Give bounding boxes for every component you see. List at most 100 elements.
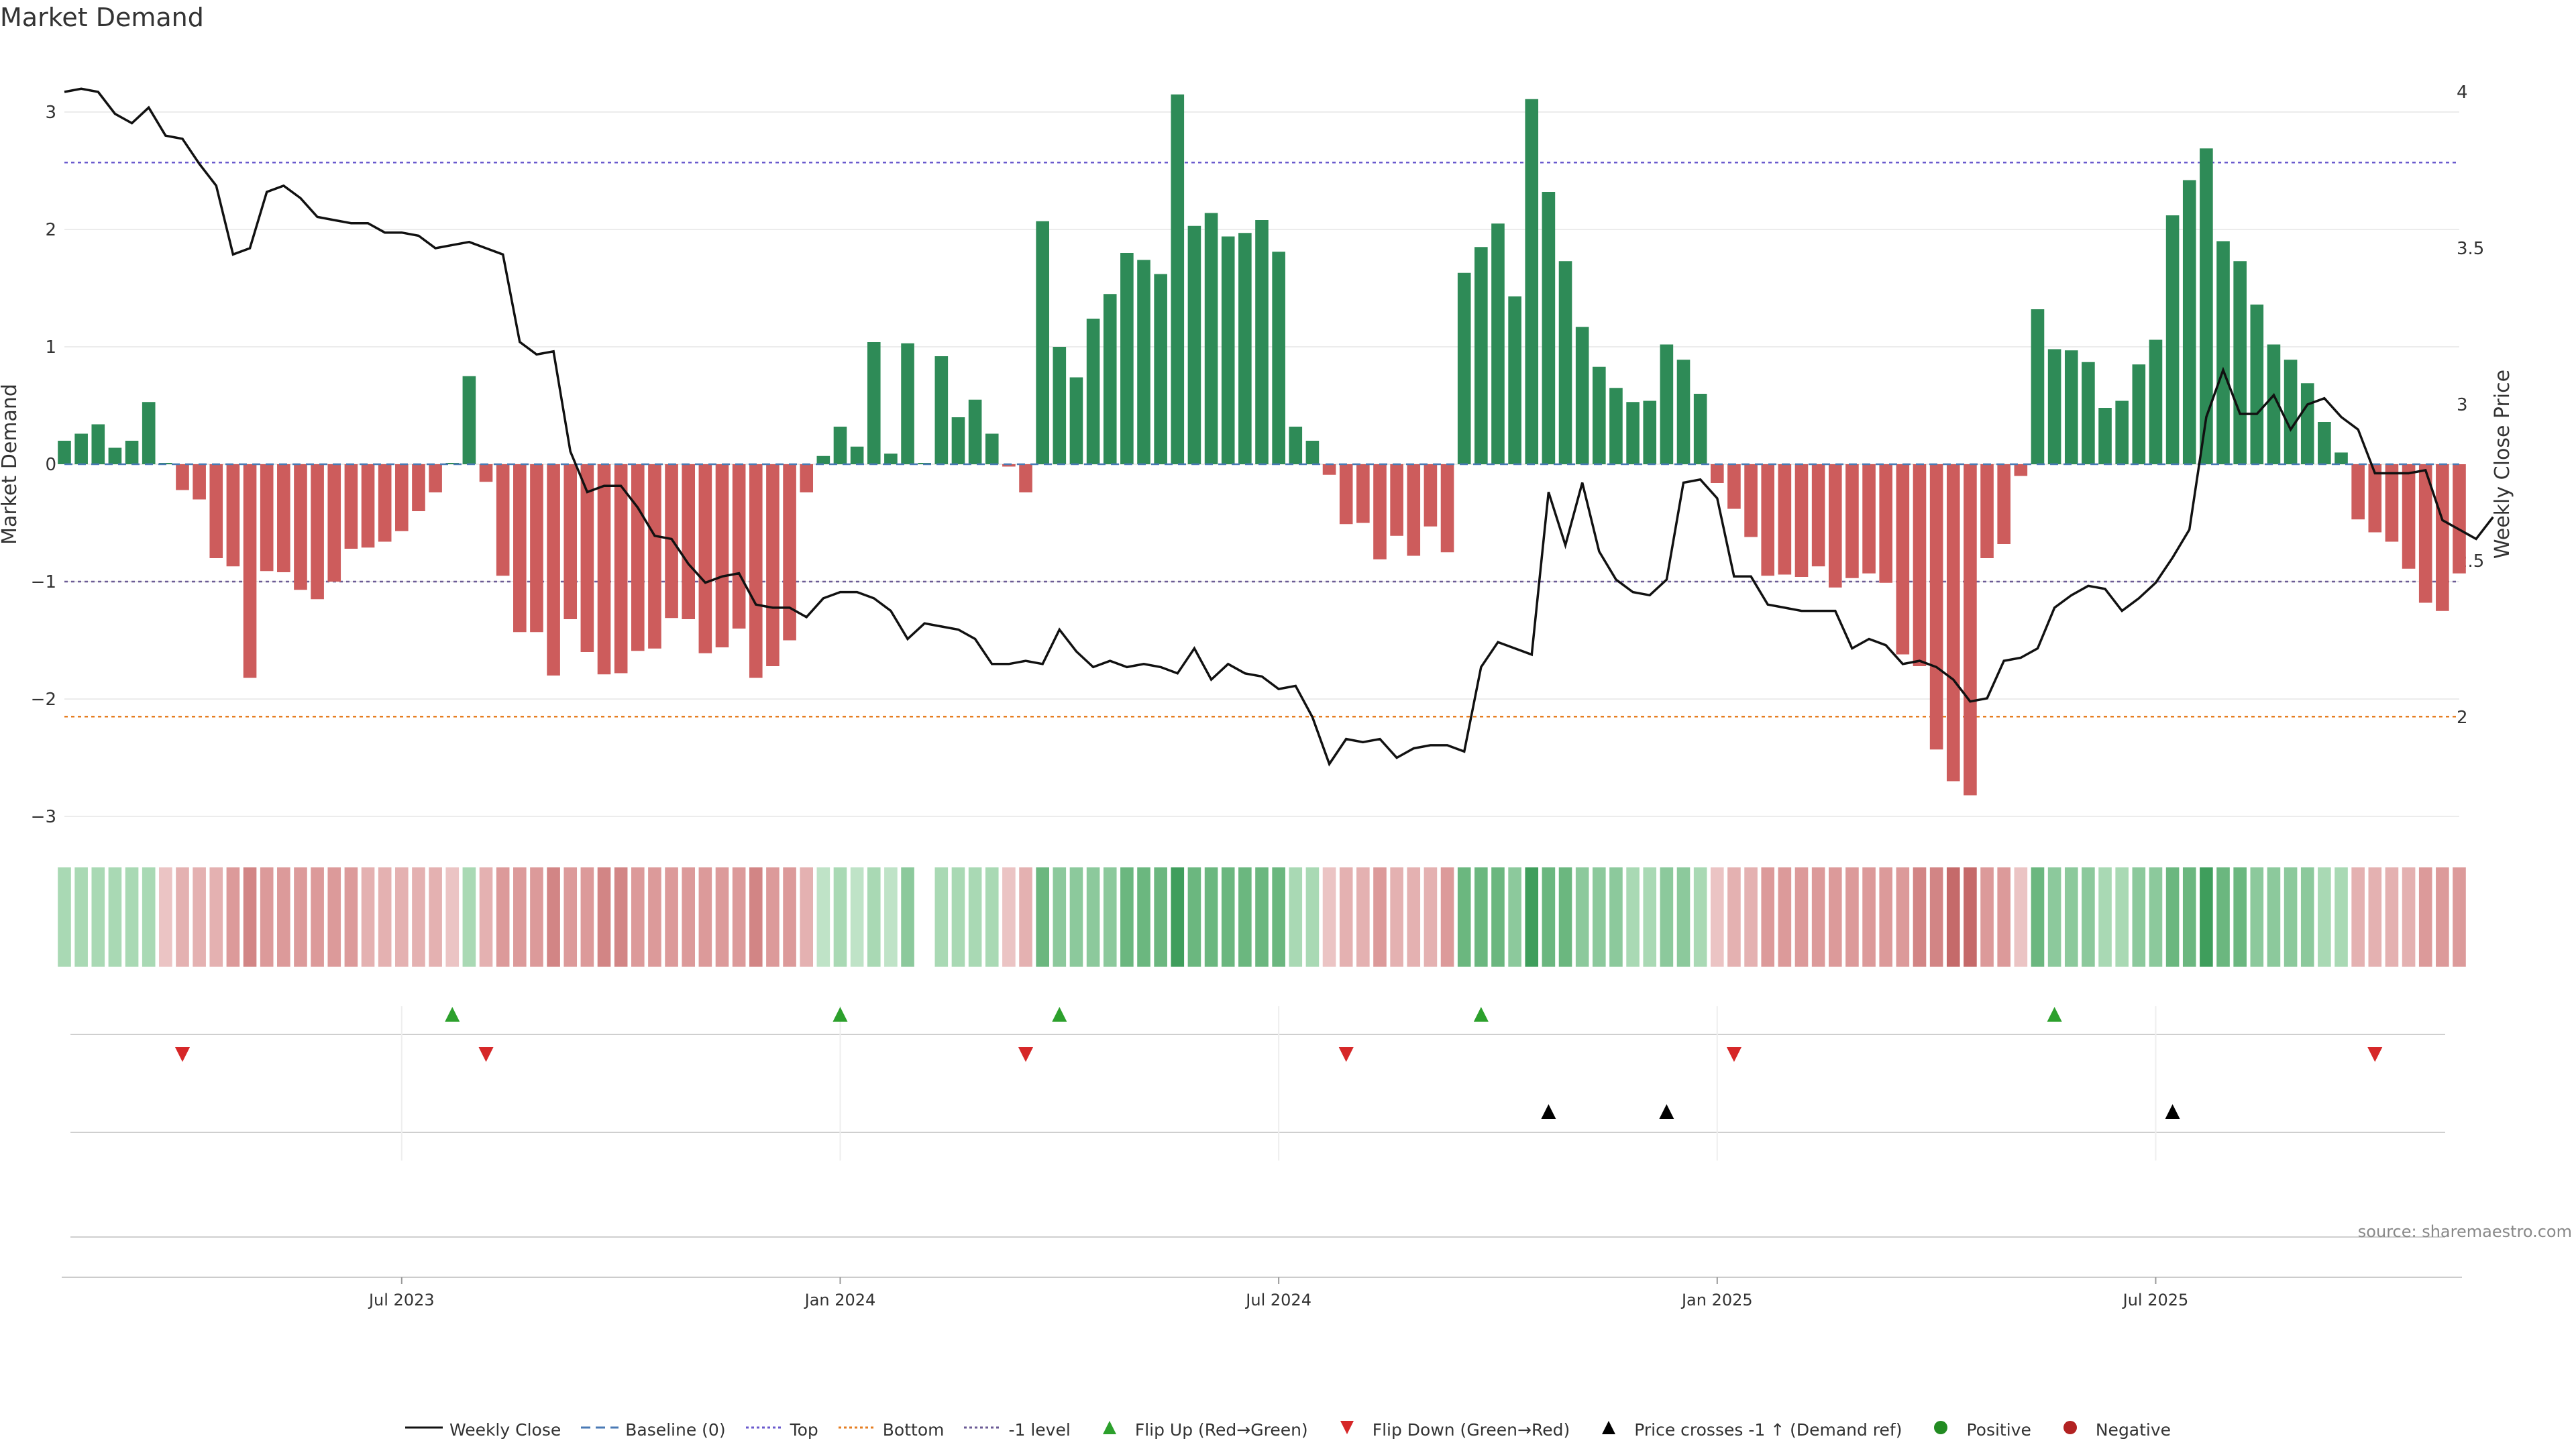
y2-tick-label: 2 xyxy=(2457,708,2468,728)
demand-bar xyxy=(2031,309,2045,464)
demand-bar xyxy=(361,464,375,548)
flip-down-marker xyxy=(1338,1047,1354,1062)
strip-cell xyxy=(1609,867,1623,967)
strip-cell xyxy=(1845,867,1859,967)
demand-bar xyxy=(74,433,88,464)
demand-bar xyxy=(2132,364,2146,464)
strip-cell xyxy=(631,867,645,967)
flip-up-marker xyxy=(1473,1007,1489,1022)
demand-bar xyxy=(2318,422,2331,464)
legend-item: Flip Down (Green→Red) xyxy=(1328,1419,1570,1440)
demand-bar xyxy=(547,464,560,676)
strip-cell xyxy=(1255,867,1269,967)
demand-bar xyxy=(1373,464,1387,559)
x-tick-label: Jul 2025 xyxy=(2122,1291,2189,1309)
demand-bar xyxy=(176,464,189,490)
y2-tick-label: 4 xyxy=(2457,83,2468,103)
demand-bar xyxy=(1542,192,1556,464)
flip-up-marker xyxy=(833,1007,848,1022)
strip-cell xyxy=(2436,867,2449,967)
x-tick-label: Jan 2025 xyxy=(1680,1291,1753,1309)
strip-cell xyxy=(1643,867,1657,967)
strip-cell xyxy=(732,867,746,967)
strip-cell xyxy=(1120,867,1134,967)
demand-bar xyxy=(125,441,139,464)
demand-bar xyxy=(1103,294,1117,464)
demand-bar xyxy=(327,464,341,582)
strip-cell xyxy=(2418,867,2432,967)
demand-bar xyxy=(749,464,763,678)
strip-cell xyxy=(2368,867,2382,967)
dotted-line-icon xyxy=(745,1419,784,1440)
legend-label: -1 level xyxy=(1008,1419,1071,1440)
y-axis-label: Market Demand xyxy=(0,384,21,545)
demand-bar xyxy=(1272,252,1285,464)
demand-bar xyxy=(1491,223,1505,464)
demand-bar xyxy=(193,464,206,500)
strip-cell xyxy=(193,867,206,967)
price-cross-marker xyxy=(1659,1104,1674,1119)
strip-cell xyxy=(2098,867,2112,967)
demand-bar xyxy=(2402,464,2416,569)
demand-bar xyxy=(496,464,510,576)
price-cross-marker xyxy=(2165,1104,2180,1119)
strip-cell xyxy=(1744,867,1758,967)
strip-cell xyxy=(1862,867,1876,967)
strip-cell xyxy=(1913,867,1927,967)
strip-cell xyxy=(2351,867,2365,967)
strip-cell xyxy=(1373,867,1387,967)
demand-bar xyxy=(1946,464,1960,782)
demand-bar xyxy=(2014,464,2028,476)
flip-down-marker xyxy=(1726,1047,1741,1062)
strip-cell xyxy=(1710,867,1724,967)
strip-cell xyxy=(547,867,560,967)
demand-bar xyxy=(445,463,460,464)
strip-cell xyxy=(1761,867,1775,967)
strip-cell xyxy=(1980,867,1994,967)
demand-bar xyxy=(867,342,881,464)
strip-cell xyxy=(1879,867,1893,967)
demand-bar xyxy=(1811,464,1825,567)
strip-cell xyxy=(1778,867,1792,967)
demand-bar xyxy=(1019,464,1032,492)
strip-cell xyxy=(2031,867,2045,967)
demand-bar xyxy=(884,453,898,464)
strip-cell xyxy=(1558,867,1572,967)
demand-bar xyxy=(1002,464,1016,467)
demand-bar xyxy=(1137,260,1150,464)
strip-cell xyxy=(682,867,696,967)
strip-cell xyxy=(2267,867,2281,967)
demand-bar xyxy=(378,464,392,542)
strip-cell xyxy=(1896,867,1910,967)
strip-cell xyxy=(749,867,763,967)
demand-bar xyxy=(1356,464,1370,523)
strip-cell xyxy=(260,867,274,967)
strip-cell xyxy=(2300,867,2314,967)
flip-up-marker xyxy=(445,1007,460,1022)
strip-cell xyxy=(209,867,223,967)
strip-cell xyxy=(934,867,949,967)
demand-bar xyxy=(1120,253,1134,464)
y-tick-label: −3 xyxy=(31,807,56,827)
demand-bar xyxy=(2453,464,2466,574)
strip-cell xyxy=(1390,867,1403,967)
y-tick-label: 2 xyxy=(45,220,56,240)
strip-cell xyxy=(1187,867,1201,967)
demand-bar xyxy=(1879,464,1893,583)
strip-cell xyxy=(2014,867,2028,967)
dotted-line-icon xyxy=(838,1419,876,1440)
legend-label: Price crosses -1 ↑ (Demand ref) xyxy=(1634,1419,1902,1440)
strip-cell xyxy=(1811,867,1825,967)
strip-cell xyxy=(1593,867,1606,967)
strip-cell xyxy=(58,867,71,967)
strip-cell xyxy=(361,867,375,967)
strip-cell xyxy=(1964,867,1977,967)
legend-item: Positive xyxy=(1922,1419,2031,1440)
demand-bar xyxy=(1255,220,1269,464)
strip-cell xyxy=(1424,867,1438,967)
demand-bar xyxy=(1845,464,1859,578)
demand-bar xyxy=(395,464,409,531)
legend-item: Baseline (0) xyxy=(581,1419,726,1440)
strip-cell xyxy=(395,867,409,967)
demand-bar xyxy=(1508,296,1521,464)
